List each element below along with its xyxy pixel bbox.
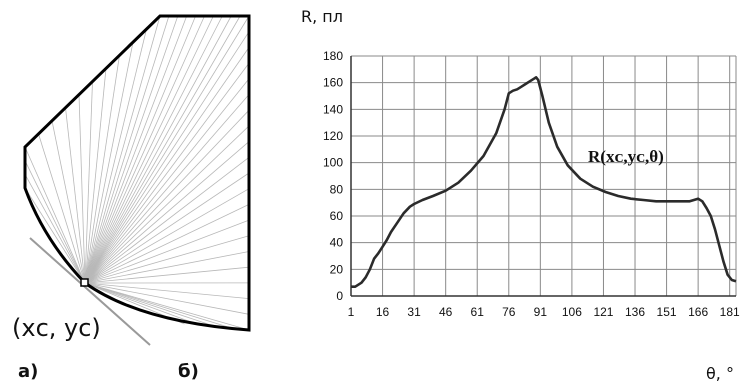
- ray-line: [84, 282, 201, 326]
- ray-line: [84, 42, 134, 284]
- ray-line: [84, 62, 250, 284]
- ray-line: [84, 78, 250, 284]
- ray-line: [84, 282, 217, 328]
- chart-grid: [350, 55, 737, 297]
- ray-line: [84, 235, 250, 284]
- series-line: [351, 76, 737, 288]
- ray-line: [24, 174, 86, 284]
- ray-line: [84, 282, 250, 299]
- ray-line: [84, 15, 250, 284]
- ray-line: [84, 219, 250, 284]
- x-tick-label: 46: [439, 305, 453, 319]
- y-tick-labels: 0 20 40 60 80 100 120 140 160 180: [323, 49, 343, 303]
- x-tick-label: 181: [720, 305, 740, 319]
- ray-line: [84, 282, 234, 329]
- y-tick-label: 100: [323, 156, 343, 170]
- ray-line: [84, 68, 107, 284]
- x-tick-label: 166: [688, 305, 708, 319]
- ray-line: [84, 251, 250, 284]
- ray-line: [84, 94, 250, 284]
- ray-line: [84, 15, 170, 284]
- ray-line: [84, 15, 188, 284]
- ray-line: [84, 156, 250, 284]
- left-figure: (xᴄ, yᴄ): [12, 14, 251, 346]
- ray-line: [84, 125, 250, 284]
- ray-line: [84, 282, 250, 331]
- ray-line: [84, 188, 250, 284]
- ray-line: [65, 107, 86, 284]
- y-tick-label: 60: [330, 209, 344, 223]
- ray-line: [84, 141, 250, 284]
- x-tick-label: 121: [593, 305, 613, 319]
- x-tick-label: 91: [534, 305, 548, 319]
- ray-line: [84, 29, 147, 284]
- x-tick-label: 151: [657, 305, 677, 319]
- ray-line: [84, 266, 250, 284]
- ray-line: [84, 172, 250, 284]
- x-tick-labels: 1 16 31 46 61 76 91 106 121 136 151 166 181: [348, 305, 740, 319]
- y-tick-label: 80: [330, 182, 344, 196]
- ray-line: [84, 15, 232, 284]
- figure-outline: [23, 14, 251, 332]
- ray-line: [84, 109, 250, 284]
- ray-line: [84, 47, 250, 284]
- tangent-line: [29, 237, 151, 346]
- y-tick-label: 180: [323, 49, 343, 63]
- x-tick-label: 16: [376, 305, 390, 319]
- panel-label-b: б): [178, 361, 199, 382]
- ray-line: [84, 81, 93, 284]
- x-tick-label: 76: [502, 305, 516, 319]
- y-axis-label: R, пл: [301, 7, 343, 26]
- y-tick-label: 40: [330, 236, 344, 250]
- ray-line: [84, 204, 250, 284]
- ray-line: [84, 15, 196, 284]
- ray-line: [84, 15, 241, 284]
- x-tick-label: 136: [625, 305, 645, 319]
- x-tick-label: 1: [348, 305, 355, 319]
- x-tick-label: 61: [471, 305, 485, 319]
- ray-line: [84, 31, 250, 284]
- ray-line: [84, 15, 223, 284]
- ray-line: [84, 15, 205, 284]
- ray-line: [84, 15, 179, 284]
- x-tick-label: 31: [407, 305, 421, 319]
- chart: 0 20 40 60 80 100 120 140 160 180 1 16 31 46 61 76 91 10…: [301, 7, 740, 383]
- chart-axes: [350, 56, 736, 297]
- y-tick-label: 160: [323, 76, 343, 90]
- ray-fan: [24, 15, 250, 331]
- y-tick-label: 140: [323, 102, 343, 116]
- x-tick-label: 106: [562, 305, 582, 319]
- x-axis-label: θ, °: [706, 364, 734, 383]
- ray-line: [24, 146, 86, 284]
- ray-line: [84, 282, 250, 315]
- ray-line: [24, 187, 86, 284]
- ray-line: [24, 160, 86, 284]
- ray-line: [38, 133, 86, 284]
- curve-annotation: R(xᴄ,yᴄ,θ): [588, 147, 664, 166]
- ray-line: [84, 15, 214, 284]
- ray-line: [78, 94, 86, 284]
- point-label: (xᴄ, yᴄ): [12, 314, 101, 342]
- panel-label-a: а): [18, 361, 38, 382]
- ray-line: [51, 120, 86, 284]
- ray-line: [84, 15, 161, 284]
- y-tick-label: 20: [330, 262, 344, 276]
- y-tick-label: 0: [336, 289, 343, 303]
- contact-point: [80, 278, 89, 287]
- y-tick-label: 120: [323, 129, 343, 143]
- ray-line: [84, 55, 120, 284]
